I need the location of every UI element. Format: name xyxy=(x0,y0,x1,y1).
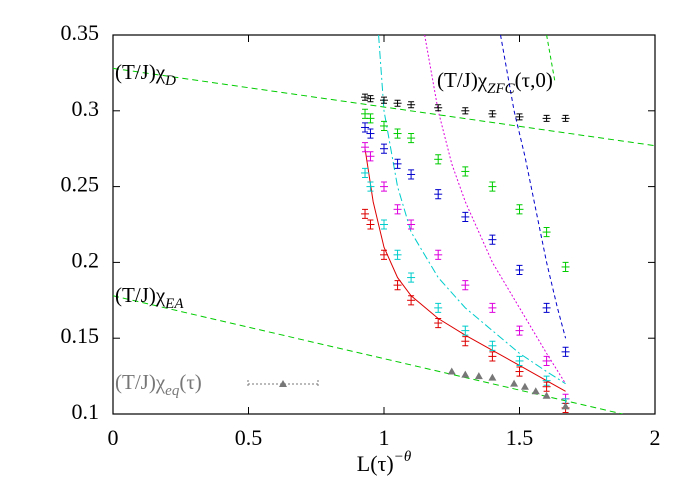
legend-label-tail: (τ) xyxy=(179,370,201,394)
x-axis-label-base: L(τ) xyxy=(357,451,394,476)
eq-point xyxy=(531,387,540,395)
annotation-base: (T/J)χ xyxy=(115,60,166,84)
fit-curve xyxy=(113,295,623,414)
x-tick-label: 0.5 xyxy=(235,425,263,450)
eq-point xyxy=(474,372,483,380)
fit-curve xyxy=(113,67,655,147)
y-tick-label: 0.3 xyxy=(72,96,100,121)
annotation-sub: ZFC xyxy=(487,81,516,97)
annotation: (T/J)χZFC(τ,0) xyxy=(437,68,553,98)
y-tick-label: 0.15 xyxy=(61,323,100,348)
eq-point xyxy=(447,367,456,375)
x-tick-label: 2 xyxy=(650,425,661,450)
x-axis-label-sup: −θ xyxy=(394,449,412,465)
eq-point xyxy=(461,370,470,378)
legend-label-base: (T/J)χ xyxy=(115,370,166,394)
plot-area xyxy=(113,35,655,414)
eq-point xyxy=(488,373,497,381)
annotation: (T/J)χD xyxy=(115,60,176,90)
y-tick-label: 0.2 xyxy=(72,247,100,272)
legend-label: (T/J)χeq(τ) xyxy=(115,370,202,400)
fit-curve xyxy=(500,35,567,339)
y-tick-label: 0.35 xyxy=(61,20,100,45)
legend-marker xyxy=(279,380,287,387)
fit-curve xyxy=(378,35,566,385)
fit-curve xyxy=(546,35,556,81)
annotation-sub: D xyxy=(164,73,176,89)
y-tick-label: 0.1 xyxy=(72,399,100,424)
fit-curve xyxy=(364,148,566,392)
annotation-tail: (τ,0) xyxy=(515,68,553,92)
eq-point xyxy=(520,382,529,390)
annotation-base: (T/J)χ xyxy=(115,283,166,307)
x-tick-label: 1.5 xyxy=(506,425,534,450)
eq-point xyxy=(510,379,519,387)
annotation-base: (T/J)χ xyxy=(437,68,488,92)
annotation-sub: EA xyxy=(164,296,184,312)
x-tick-label: 1 xyxy=(379,425,390,450)
legend-sample xyxy=(247,380,319,388)
legend-label-sub: eq xyxy=(165,383,180,399)
y-tick-label: 0.25 xyxy=(61,172,100,197)
annotation: (T/J)χEA xyxy=(115,283,184,313)
x-tick-label: 0 xyxy=(108,425,119,450)
fit-curve xyxy=(424,35,566,384)
x-axis-label: L(τ)−θ xyxy=(357,449,412,476)
eq-point xyxy=(561,402,570,410)
eq-point xyxy=(542,391,551,399)
